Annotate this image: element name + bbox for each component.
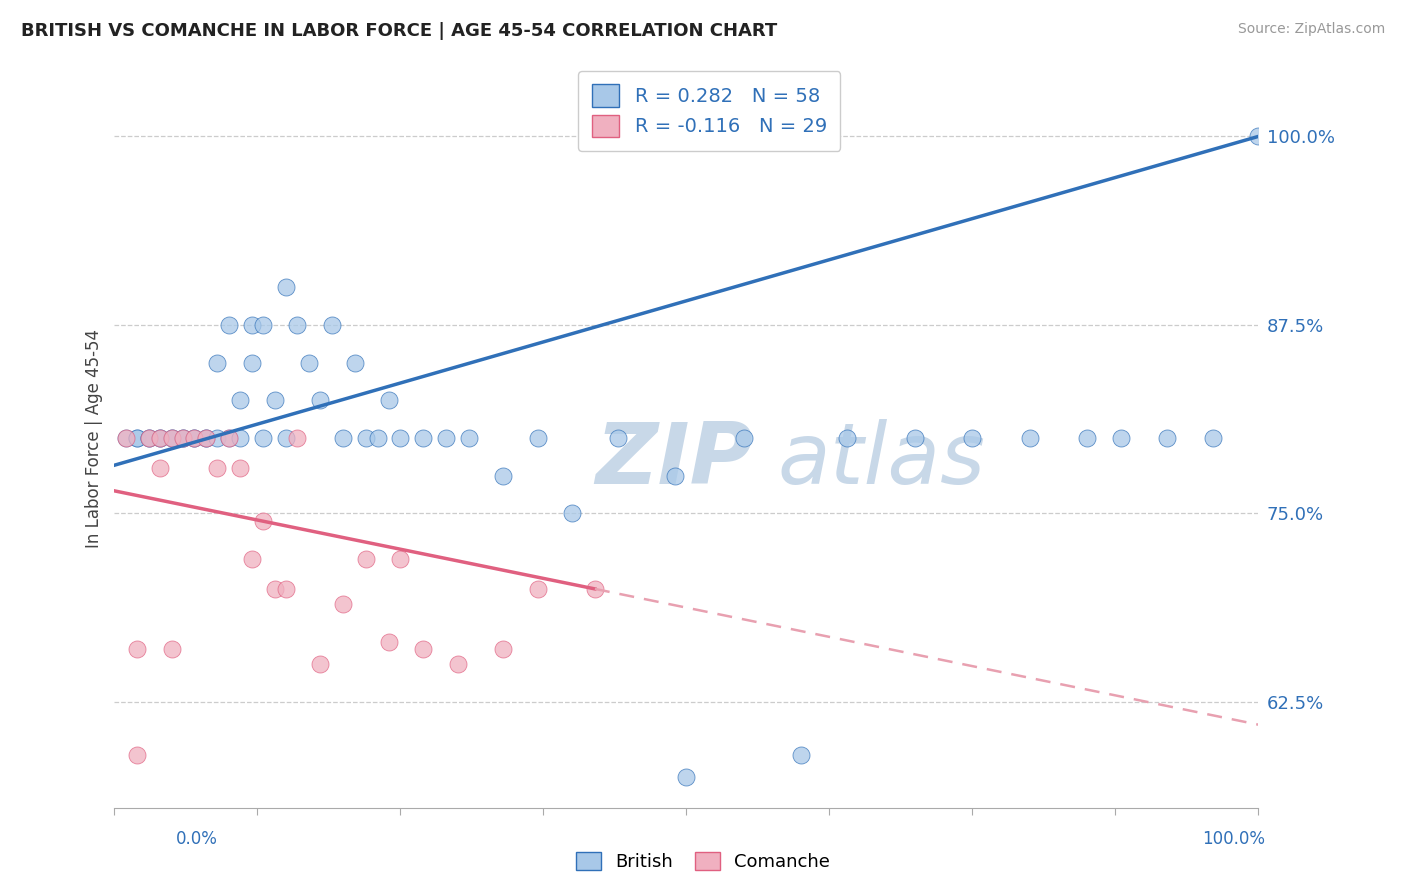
British <box>1156 431 1178 445</box>
British <box>160 431 183 445</box>
British <box>138 431 160 445</box>
Text: Source: ZipAtlas.com: Source: ZipAtlas.com <box>1237 22 1385 37</box>
British <box>138 431 160 445</box>
Comanche <box>526 582 548 596</box>
Text: BRITISH VS COMANCHE IN LABOR FORCE | AGE 45-54 CORRELATION CHART: BRITISH VS COMANCHE IN LABOR FORCE | AGE… <box>21 22 778 40</box>
British <box>1247 129 1270 144</box>
British <box>183 431 205 445</box>
British <box>412 431 434 445</box>
British <box>962 431 984 445</box>
Text: atlas: atlas <box>778 418 986 501</box>
Comanche <box>412 642 434 657</box>
Comanche <box>194 431 217 445</box>
British <box>1201 431 1223 445</box>
British <box>458 431 481 445</box>
British <box>1018 431 1040 445</box>
British <box>389 431 412 445</box>
Comanche <box>149 431 172 445</box>
Comanche <box>149 461 172 475</box>
British <box>172 431 194 445</box>
Comanche <box>172 431 194 445</box>
British <box>229 431 252 445</box>
Y-axis label: In Labor Force | Age 45-54: In Labor Force | Age 45-54 <box>86 328 103 548</box>
Comanche <box>332 597 354 611</box>
British <box>309 393 332 408</box>
British <box>904 431 927 445</box>
British <box>1076 431 1098 445</box>
British <box>274 280 297 294</box>
British <box>263 393 285 408</box>
Comanche <box>127 747 149 762</box>
Legend: R = 0.282   N = 58, R = -0.116   N = 29: R = 0.282 N = 58, R = -0.116 N = 29 <box>578 70 841 151</box>
British <box>354 431 377 445</box>
British <box>207 356 229 370</box>
Comanche <box>183 431 205 445</box>
Comanche <box>115 431 138 445</box>
Comanche <box>287 431 309 445</box>
Comanche <box>389 551 412 566</box>
British <box>332 431 354 445</box>
British <box>183 431 205 445</box>
British <box>274 431 297 445</box>
Comanche <box>378 634 401 648</box>
British <box>194 431 217 445</box>
British <box>526 431 548 445</box>
Comanche <box>127 642 149 657</box>
British <box>172 431 194 445</box>
Comanche <box>240 551 263 566</box>
British <box>606 431 628 445</box>
Comanche <box>274 582 297 596</box>
British <box>252 318 274 332</box>
Comanche <box>160 431 183 445</box>
British <box>149 431 172 445</box>
British <box>287 318 309 332</box>
Legend: British, Comanche: British, Comanche <box>568 845 838 879</box>
Comanche <box>309 657 332 672</box>
Comanche <box>446 657 468 672</box>
Comanche <box>354 551 377 566</box>
British <box>218 431 240 445</box>
Comanche <box>263 582 285 596</box>
British <box>298 356 321 370</box>
British <box>675 771 697 785</box>
Text: 0.0%: 0.0% <box>176 830 218 847</box>
British <box>127 431 149 445</box>
British <box>835 431 858 445</box>
British <box>1109 431 1132 445</box>
British <box>252 431 274 445</box>
Comanche <box>229 461 252 475</box>
British <box>434 431 457 445</box>
British <box>115 431 138 445</box>
British <box>127 431 149 445</box>
British <box>194 431 217 445</box>
British <box>367 431 389 445</box>
British <box>149 431 172 445</box>
British <box>240 356 263 370</box>
Comanche <box>492 642 515 657</box>
British <box>561 507 583 521</box>
Text: 100.0%: 100.0% <box>1202 830 1265 847</box>
British <box>790 747 813 762</box>
British <box>492 468 515 483</box>
Comanche <box>138 431 160 445</box>
British <box>218 318 240 332</box>
British <box>664 468 686 483</box>
Comanche <box>160 642 183 657</box>
Text: ZIP: ZIP <box>595 418 752 501</box>
British <box>240 318 263 332</box>
Comanche <box>583 582 606 596</box>
British <box>343 356 366 370</box>
British <box>207 431 229 445</box>
British <box>378 393 401 408</box>
Comanche <box>252 514 274 528</box>
British <box>733 431 755 445</box>
Comanche <box>207 461 229 475</box>
British <box>321 318 343 332</box>
British <box>229 393 252 408</box>
British <box>160 431 183 445</box>
Comanche <box>218 431 240 445</box>
